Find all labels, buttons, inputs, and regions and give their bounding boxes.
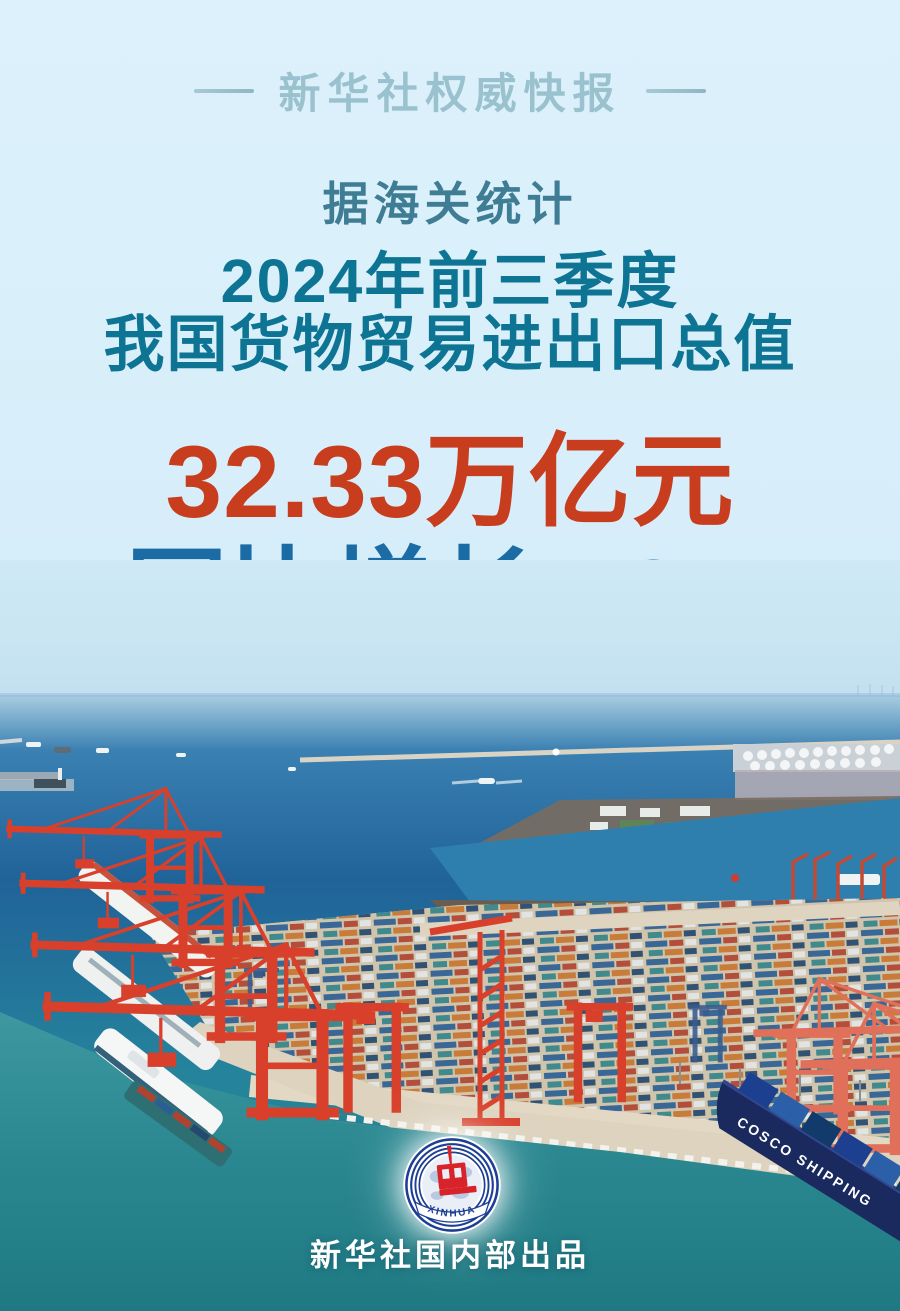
source-line: 据海关统计 (322, 178, 578, 230)
svg-text:XINHUA: XINHUA (426, 1204, 478, 1220)
wind-turbines (857, 684, 894, 700)
kicker-label: 新华社权威快报 (278, 70, 622, 117)
logo-banner-text: XINHUA (426, 1204, 476, 1220)
footer-credit: 新华社国内部出品 (310, 1238, 590, 1273)
kicker-divider-left (194, 88, 255, 93)
headline-line2: 我国货物贸易进出口总值 (103, 310, 797, 378)
headline: 2024年前三季度 我国货物贸易进出口总值 (0, 250, 900, 376)
xinhua-logo: XINHUA (399, 1132, 505, 1238)
headline-line1: 2024年前三季度 (220, 247, 680, 315)
kicker-row: 新华社权威快报 (0, 60, 900, 121)
torch-glyph (436, 1145, 477, 1196)
yard-cranes (246, 914, 725, 1126)
kicker-divider-right (645, 88, 706, 93)
left-pier (0, 738, 74, 791)
stat-value: 32.33万亿元 (165, 425, 735, 539)
port-photo: COSCO SHIPPING (0, 560, 900, 1311)
sky (0, 560, 900, 712)
